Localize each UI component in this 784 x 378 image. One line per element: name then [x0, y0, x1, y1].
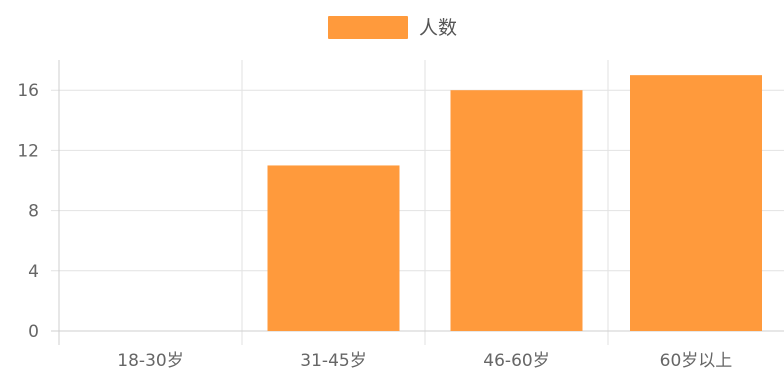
legend-label: 人数	[419, 17, 457, 39]
legend-swatch	[328, 16, 408, 39]
bar[interactable]	[450, 90, 583, 331]
chart-legend[interactable]: 人数	[328, 16, 457, 39]
y-axis-tick-labels: 0 4 8 12 16	[17, 81, 39, 342]
bar-series-people	[267, 75, 762, 332]
y-tick-label: 8	[28, 202, 39, 222]
x-tick-label: 18-30岁	[117, 351, 183, 371]
bar[interactable]	[630, 75, 762, 332]
x-tick-label: 60岁以上	[660, 351, 733, 371]
y-tick-label: 0	[28, 322, 39, 342]
y-tick-label: 16	[17, 81, 39, 101]
y-tick-label: 12	[17, 141, 39, 161]
y-tick-label: 4	[28, 262, 39, 282]
x-tick-label: 31-45岁	[300, 351, 366, 371]
x-axis-tick-labels: 18-30岁 31-45岁 46-60岁 60岁以上	[117, 351, 732, 371]
x-tick-label: 46-60岁	[483, 351, 549, 371]
bar[interactable]	[267, 165, 400, 331]
